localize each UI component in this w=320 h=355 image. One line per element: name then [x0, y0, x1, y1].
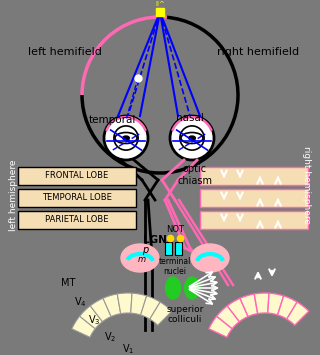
FancyBboxPatch shape — [18, 167, 136, 185]
Bar — [156, 8, 164, 16]
Polygon shape — [217, 306, 239, 329]
Text: NOT: NOT — [166, 225, 184, 235]
FancyBboxPatch shape — [200, 211, 308, 229]
FancyBboxPatch shape — [18, 189, 136, 207]
Text: V$_1$: V$_1$ — [122, 342, 134, 355]
Polygon shape — [209, 316, 232, 337]
FancyBboxPatch shape — [174, 242, 181, 255]
Polygon shape — [117, 293, 132, 313]
Ellipse shape — [165, 277, 180, 299]
Ellipse shape — [185, 277, 199, 299]
Text: right hemisphere: right hemisphere — [302, 146, 311, 224]
Polygon shape — [90, 298, 111, 322]
Text: temporal: temporal — [88, 115, 136, 125]
Text: right hemifield: right hemifield — [217, 47, 299, 57]
Ellipse shape — [181, 132, 203, 143]
Text: p: p — [142, 245, 148, 255]
Polygon shape — [140, 296, 160, 319]
Text: nasal: nasal — [176, 113, 204, 123]
Polygon shape — [287, 302, 309, 325]
Text: terminal
nuclei: terminal nuclei — [159, 257, 191, 277]
Text: left hemisphere: left hemisphere — [10, 159, 19, 231]
Text: V$_4$: V$_4$ — [74, 295, 86, 309]
Circle shape — [170, 116, 214, 160]
Text: m: m — [138, 256, 146, 264]
Polygon shape — [268, 293, 284, 315]
Polygon shape — [240, 294, 258, 317]
Polygon shape — [150, 302, 172, 325]
FancyBboxPatch shape — [164, 242, 172, 255]
Polygon shape — [254, 293, 269, 313]
Text: II^: II^ — [155, 1, 165, 7]
Text: MT: MT — [61, 278, 75, 288]
Text: optic
chiasm: optic chiasm — [178, 164, 212, 186]
FancyBboxPatch shape — [18, 211, 136, 229]
Ellipse shape — [121, 244, 159, 272]
FancyBboxPatch shape — [200, 167, 308, 185]
Text: LGN: LGN — [143, 235, 167, 245]
Text: V$_3$: V$_3$ — [88, 313, 100, 327]
Polygon shape — [131, 293, 147, 315]
Circle shape — [104, 116, 148, 160]
Text: PARIETAL LOBE: PARIETAL LOBE — [45, 215, 109, 224]
Polygon shape — [80, 306, 102, 329]
Text: superior
colliculi: superior colliculi — [166, 305, 204, 324]
Text: FRONTAL LOBE: FRONTAL LOBE — [45, 171, 108, 180]
Ellipse shape — [115, 132, 137, 143]
Polygon shape — [278, 296, 297, 319]
Ellipse shape — [189, 136, 195, 140]
Polygon shape — [227, 298, 248, 322]
Ellipse shape — [191, 244, 229, 272]
Text: TEMPORAL LOBE: TEMPORAL LOBE — [42, 193, 112, 202]
Polygon shape — [103, 294, 121, 317]
Text: left hemifield: left hemifield — [28, 47, 102, 57]
FancyBboxPatch shape — [200, 189, 308, 207]
Ellipse shape — [123, 136, 129, 140]
Polygon shape — [72, 316, 95, 337]
Text: V$_2$: V$_2$ — [104, 330, 116, 344]
